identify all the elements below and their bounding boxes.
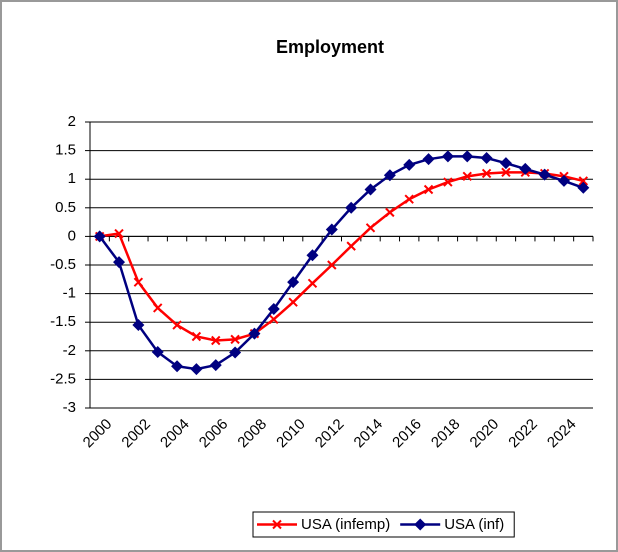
point-marker bbox=[519, 162, 532, 175]
point-marker bbox=[230, 334, 240, 345]
y-tick-label: -0.5 bbox=[50, 256, 76, 273]
legend-label: USA (inf) bbox=[444, 516, 504, 533]
point-marker bbox=[306, 249, 319, 262]
point-marker bbox=[577, 181, 590, 194]
point-marker bbox=[365, 223, 376, 233]
y-tick-label: -2.5 bbox=[50, 370, 76, 387]
point-marker bbox=[462, 171, 472, 182]
point-marker bbox=[229, 346, 242, 359]
point-marker bbox=[113, 256, 126, 269]
point-marker bbox=[404, 194, 414, 204]
point-marker bbox=[93, 230, 106, 243]
point-marker bbox=[480, 152, 493, 165]
point-marker bbox=[578, 176, 589, 186]
y-tick-label: -3 bbox=[63, 399, 76, 416]
point-marker bbox=[190, 363, 203, 376]
point-marker bbox=[272, 519, 282, 530]
point-marker bbox=[132, 319, 145, 332]
point-marker bbox=[209, 359, 222, 372]
point-marker bbox=[414, 518, 427, 531]
point-marker bbox=[423, 184, 434, 195]
point-marker bbox=[345, 201, 358, 214]
point-marker bbox=[288, 297, 298, 307]
legend-box bbox=[252, 511, 515, 538]
point-marker bbox=[538, 168, 551, 181]
y-tick-label: -2 bbox=[63, 342, 76, 359]
point-marker bbox=[171, 360, 184, 373]
point-marker bbox=[461, 150, 474, 163]
y-tick-label: -1.5 bbox=[50, 313, 76, 330]
point-marker bbox=[172, 320, 182, 330]
point-marker bbox=[443, 177, 453, 187]
point-marker bbox=[441, 150, 454, 163]
y-tick-label: 1 bbox=[68, 170, 76, 187]
point-marker bbox=[346, 241, 356, 251]
point-marker bbox=[287, 276, 300, 289]
point-marker bbox=[499, 157, 512, 170]
point-marker bbox=[133, 277, 144, 287]
point-marker bbox=[385, 207, 395, 218]
y-tick-label: 2 bbox=[68, 113, 76, 130]
point-marker bbox=[267, 303, 280, 316]
point-marker bbox=[422, 153, 435, 166]
y-tick-label: 1.5 bbox=[55, 142, 76, 159]
point-marker bbox=[403, 158, 416, 171]
point-marker bbox=[383, 169, 396, 182]
chart-title: Employment bbox=[276, 37, 384, 57]
point-marker bbox=[191, 331, 202, 342]
point-marker bbox=[269, 314, 279, 325]
point-marker bbox=[325, 223, 338, 236]
point-marker bbox=[307, 278, 318, 289]
legend-label: USA (infemp) bbox=[301, 516, 390, 533]
point-marker bbox=[248, 327, 261, 340]
point-marker bbox=[211, 335, 221, 346]
point-marker bbox=[557, 174, 570, 187]
point-marker bbox=[327, 260, 337, 270]
y-tick-label: -1 bbox=[63, 285, 76, 302]
y-tick-label: 0.5 bbox=[55, 199, 76, 216]
point-marker bbox=[153, 303, 163, 313]
point-marker bbox=[481, 168, 492, 179]
legend: USA (infemp) USA (inf) bbox=[257, 516, 504, 533]
point-marker bbox=[501, 167, 511, 178]
point-marker bbox=[151, 345, 164, 358]
y-tick-label: 0 bbox=[68, 227, 76, 244]
point-marker bbox=[364, 183, 377, 196]
point-marker bbox=[114, 228, 124, 239]
